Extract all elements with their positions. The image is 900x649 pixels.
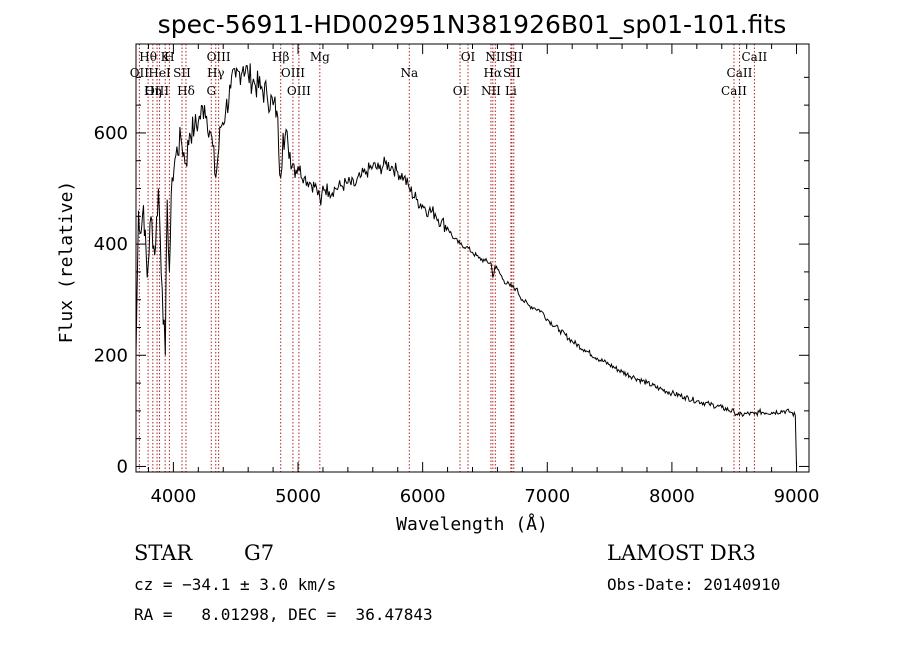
spectral-line-label: Hδ — [177, 84, 195, 98]
spectral-line-label: Hβ — [272, 50, 289, 64]
spectral-line-label: CaII — [741, 50, 767, 64]
spectral-line-label: Mg — [310, 50, 330, 64]
spectral-line-label: OIII — [287, 84, 311, 98]
spectral-line-label: SII — [503, 66, 521, 80]
x-tick-labels: 4000 5000 6000 7000 8000 9000 — [150, 486, 819, 507]
redshift-cz: cz = −34.1 ± 3.0 km/s — [134, 575, 336, 594]
x-tick-label: 5000 — [275, 486, 321, 507]
spectral-line-label: Hθ — [139, 50, 157, 64]
spectrum-series-line — [135, 63, 797, 467]
plot-frame — [135, 43, 810, 473]
y-tick-label: 600 — [94, 123, 128, 144]
spectral-line-label: Hγ — [207, 66, 225, 80]
spectral-line-label: OII — [130, 66, 150, 80]
spectral-line-label: HeI — [148, 66, 171, 80]
y-tick-label: 400 — [94, 234, 128, 255]
x-tick-label: 7000 — [524, 486, 570, 507]
spectral-line-label: OI — [453, 84, 468, 98]
chart-title: spec-56911-HD002951N381926B01_sp01-101.f… — [158, 10, 787, 39]
spectral-line-label: CaII — [727, 66, 753, 80]
spectral-line-label: NII — [485, 50, 505, 64]
object-class: STAR — [134, 541, 193, 565]
spectral-line-label: K — [161, 50, 171, 64]
spectral-line-label: Na — [400, 66, 418, 80]
spectral-line-label: Hα — [484, 66, 503, 80]
y-tick-labels: 0 200 400 600 — [94, 123, 128, 478]
x-tick-label: 9000 — [774, 486, 820, 507]
spectral-line-label: SII — [173, 66, 191, 80]
spectral-line-label: CaII — [721, 84, 747, 98]
observation-date: Obs-Date: 20140910 — [607, 575, 780, 594]
x-axis-label: Wavelength (Å) — [396, 513, 548, 535]
x-tick-label: 8000 — [649, 486, 695, 507]
spectral-line-labels: Hθ OII OIII K HeI Hη H SII Hδ OIII Hγ G Hβ OIII OIII Mg… — [130, 50, 768, 98]
y-tick-label: 0 — [117, 456, 128, 477]
spectral-line-label: H — [164, 50, 174, 64]
spectral-line-label: OI — [461, 50, 476, 64]
axis-ticks — [136, 44, 809, 472]
x-tick-label: 6000 — [400, 486, 446, 507]
spectral-line-label: Hη — [144, 84, 162, 98]
spectral-line-markers — [138, 44, 755, 472]
y-tick-label: 200 — [94, 345, 128, 366]
object-subclass: G7 — [244, 541, 274, 565]
ra-dec-coordinates: RA = 8.01298, DEC = 36.47843 — [134, 605, 433, 624]
spectral-line-label: NII — [481, 84, 501, 98]
spectral-line-label: OIII — [281, 66, 305, 80]
spectral-line-label: OIII — [207, 50, 231, 64]
survey-name: LAMOST DR3 — [607, 541, 756, 565]
y-axis-label: Flux (relative) — [56, 181, 77, 344]
spectral-line-label: G — [206, 84, 216, 98]
spectral-line-label: Li — [505, 84, 517, 98]
spectral-line-label: OIII — [145, 84, 169, 98]
spectral-line-label: SII — [505, 50, 523, 64]
x-tick-label: 4000 — [150, 486, 196, 507]
